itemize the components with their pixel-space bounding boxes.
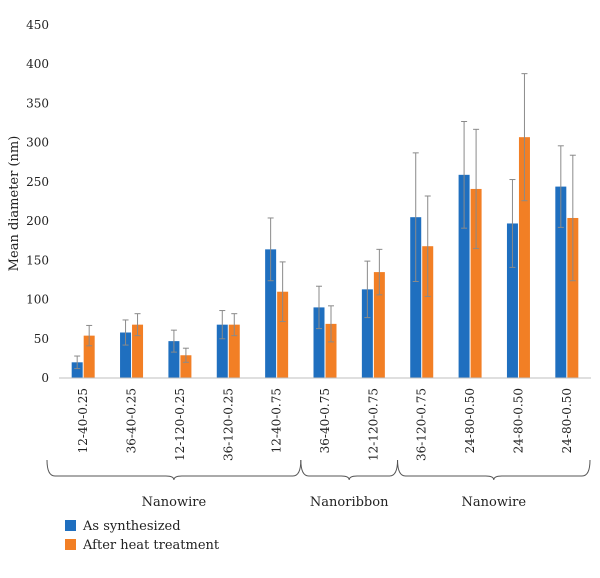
bar-after-heat-treatment [180,355,192,378]
y-tick-label: 400 [26,57,49,71]
bar-as-synthesized [313,307,325,378]
bar-as-synthesized [458,174,470,378]
x-tick-label: 12-120-0.25 [173,388,187,461]
bar-as-synthesized [216,324,228,378]
group-label: Nanowire [142,495,207,510]
x-tick-label: 12-40-0.25 [76,388,90,453]
x-tick-label: 36-120-0.25 [221,388,235,461]
y-tick-label: 350 [26,96,49,110]
y-tick-label: 200 [26,214,49,228]
x-tick-label: 24-80-0.50 [463,388,477,453]
group-label: Nanoribbon [310,495,389,510]
x-tick-label: 36-40-0.25 [125,388,139,453]
bar-after-heat-treatment [132,324,144,378]
bar-as-synthesized [120,332,132,378]
bar-after-heat-treatment [325,323,337,378]
bar-after-heat-treatment [518,137,530,378]
bar-after-heat-treatment [228,324,240,378]
group-brackets: Nanowire Nanoribbon Nanowire [46,459,591,510]
legend-swatch [65,539,76,550]
legend: As synthesized After heat treatment [65,519,220,553]
bar-as-synthesized [361,289,373,378]
bar-as-synthesized [506,223,518,378]
group-bracket [46,459,302,481]
x-tick-label: 24-80-0.50 [511,388,525,453]
bar-after-heat-treatment [83,335,95,378]
bar-as-synthesized [168,341,180,378]
bar-as-synthesized [555,186,567,378]
y-tick-label: 100 [26,293,49,307]
bar-after-heat-treatment [470,188,482,378]
y-axis: 0 50 100 150 200 250 300 350 400 450 Mean diameter… [7,18,49,385]
error-bars-group [74,73,576,370]
x-tick-label: 36-120-0.75 [415,388,429,461]
x-tick-label: 12-40-0.75 [270,388,284,453]
y-tick-label: 0 [41,371,49,385]
bar-after-heat-treatment [422,246,434,378]
x-tick-label: 24-80-0.50 [560,388,574,453]
x-tick-label: 36-40-0.75 [318,388,332,453]
group-bracket [397,459,591,481]
y-tick-label: 250 [26,175,49,189]
bar-after-heat-treatment [277,291,289,378]
x-tick-label: 12-120-0.75 [366,388,380,461]
bar-as-synthesized [265,249,277,378]
bar-after-heat-treatment [373,272,385,378]
legend-label: As synthesized [82,519,181,534]
y-tick-label: 450 [26,18,49,32]
group-label: Nanowire [462,495,527,510]
y-tick-label: 150 [26,253,49,267]
legend-label: After heat treatment [82,538,220,553]
y-tick-label: 300 [26,136,49,150]
bar-after-heat-treatment [567,217,579,378]
bar-as-synthesized [410,217,422,378]
y-axis-title: Mean diameter (nm) [7,136,22,272]
group-bracket [300,459,399,481]
x-axis: 12-40-0.25 36-40-0.25 12-120-0.25 36-120-0.… [59,377,591,461]
bar-as-synthesized [71,362,83,378]
bar-series-group [71,137,579,378]
legend-swatch [65,520,76,531]
y-tick-label: 50 [34,332,49,346]
